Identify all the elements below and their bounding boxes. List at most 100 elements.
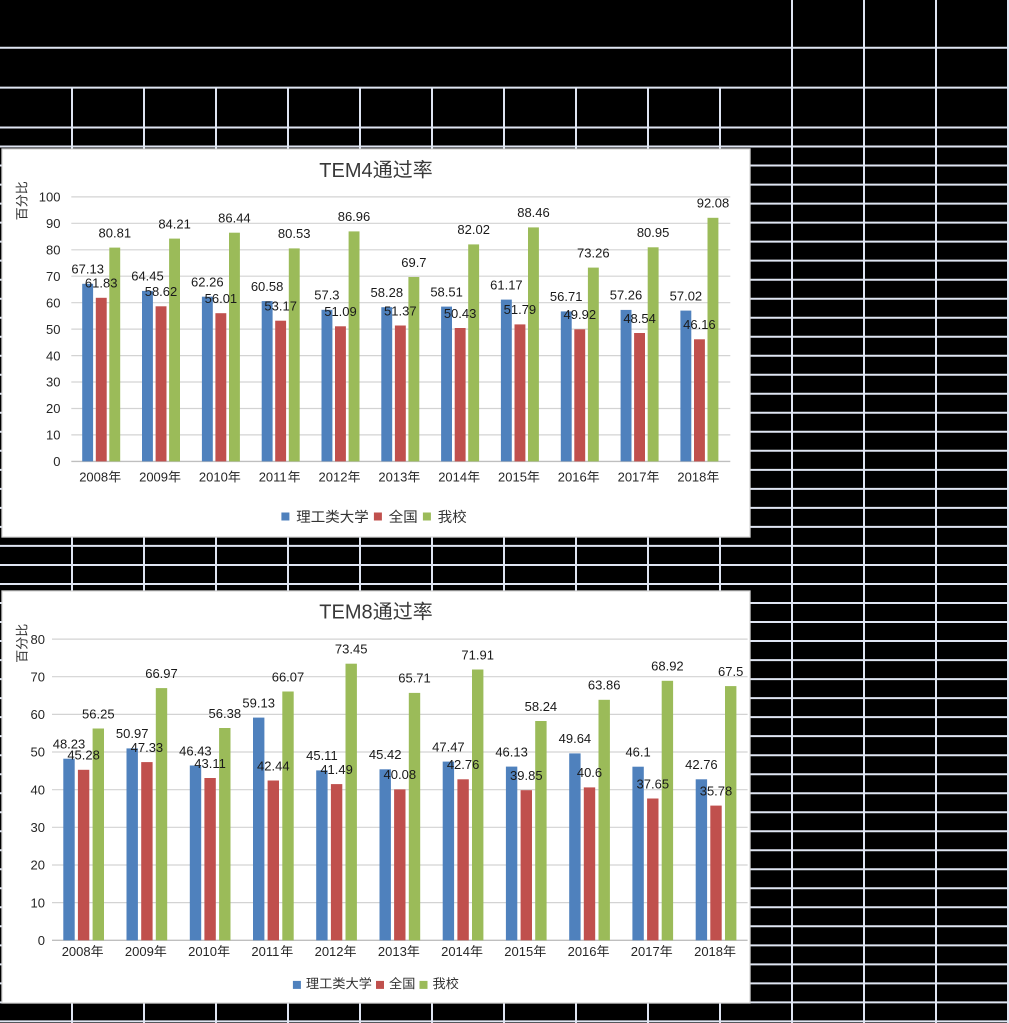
svg-text:2015: 2015 [504, 944, 533, 959]
svg-text:2011: 2011 [259, 470, 287, 485]
svg-text:2012: 2012 [315, 944, 344, 959]
svg-text:65.71: 65.71 [398, 671, 431, 686]
svg-text:42.76: 42.76 [685, 757, 718, 772]
svg-text:59.13: 59.13 [242, 695, 275, 710]
svg-text:80.81: 80.81 [99, 225, 132, 240]
svg-text:64.45: 64.45 [131, 269, 164, 284]
svg-text:47.33: 47.33 [131, 740, 164, 755]
svg-text:10: 10 [31, 895, 45, 910]
svg-text:37.65: 37.65 [637, 776, 670, 791]
svg-text:TEM8: TEM8 [319, 602, 372, 624]
svg-text:58.24: 58.24 [525, 699, 558, 714]
svg-text:61.83: 61.83 [85, 276, 118, 291]
svg-text:63.86: 63.86 [588, 678, 621, 693]
svg-text:46.13: 46.13 [495, 744, 528, 759]
svg-text:70: 70 [31, 669, 45, 684]
svg-text:67.5: 67.5 [718, 664, 743, 679]
svg-text:45.42: 45.42 [369, 747, 402, 762]
svg-text:58.51: 58.51 [430, 284, 463, 299]
svg-text:2016: 2016 [568, 944, 597, 959]
svg-text:56.71: 56.71 [550, 289, 583, 304]
svg-text:2014: 2014 [438, 470, 467, 485]
svg-text:56.25: 56.25 [82, 706, 115, 721]
svg-text:57.26: 57.26 [610, 288, 643, 303]
svg-text:100: 100 [39, 190, 61, 205]
svg-text:47.47: 47.47 [432, 739, 465, 754]
svg-text:57.02: 57.02 [670, 288, 703, 303]
svg-text:2016: 2016 [558, 470, 587, 485]
svg-text:57.3: 57.3 [314, 288, 339, 303]
svg-text:48.23: 48.23 [53, 737, 86, 752]
svg-text:71.91: 71.91 [461, 647, 494, 662]
svg-text:50.97: 50.97 [116, 726, 149, 741]
svg-text:50: 50 [46, 322, 60, 337]
svg-text:51.09: 51.09 [324, 304, 357, 319]
svg-text:30: 30 [46, 375, 60, 390]
svg-text:2014: 2014 [441, 944, 470, 959]
svg-text:68.92: 68.92 [651, 659, 684, 674]
svg-text:66.07: 66.07 [272, 669, 305, 684]
svg-text:2015: 2015 [498, 470, 527, 485]
svg-text:40.08: 40.08 [384, 767, 417, 782]
svg-text:46.1: 46.1 [625, 745, 650, 760]
svg-text:2008: 2008 [79, 470, 108, 485]
svg-text:90: 90 [46, 216, 60, 231]
svg-text:2010: 2010 [188, 944, 217, 959]
svg-text:84.21: 84.21 [158, 216, 191, 231]
svg-text:92.08: 92.08 [697, 196, 730, 211]
svg-text:2010: 2010 [199, 470, 228, 485]
svg-text:80.53: 80.53 [278, 226, 311, 241]
svg-text:30: 30 [31, 820, 45, 835]
svg-text:41.49: 41.49 [320, 762, 353, 777]
svg-text:69.7: 69.7 [401, 255, 426, 270]
svg-text:82.02: 82.02 [457, 222, 490, 237]
svg-text:60: 60 [31, 707, 45, 722]
svg-text:66.97: 66.97 [145, 666, 178, 681]
svg-text:2009: 2009 [125, 944, 154, 959]
svg-text:2012: 2012 [319, 470, 348, 485]
svg-text:42.44: 42.44 [257, 758, 290, 773]
svg-text:35.78: 35.78 [700, 783, 733, 798]
svg-text:62.26: 62.26 [191, 275, 224, 290]
svg-text:70: 70 [46, 269, 60, 284]
svg-text:46.16: 46.16 [683, 317, 716, 332]
svg-text:0: 0 [53, 454, 60, 469]
svg-text:2013: 2013 [378, 470, 407, 485]
svg-text:45.28: 45.28 [67, 748, 100, 763]
svg-text:53.17: 53.17 [264, 299, 297, 314]
svg-text:2018: 2018 [677, 470, 706, 485]
svg-text:56.01: 56.01 [205, 291, 238, 306]
svg-text:73.26: 73.26 [577, 245, 610, 260]
svg-text:49.64: 49.64 [559, 731, 592, 746]
svg-text:2013: 2013 [378, 944, 407, 959]
svg-text:80: 80 [31, 632, 45, 647]
svg-text:43.11: 43.11 [194, 756, 226, 771]
svg-text:2017: 2017 [618, 470, 647, 485]
svg-text:49.92: 49.92 [564, 307, 597, 322]
svg-text:50: 50 [31, 745, 45, 760]
svg-text:20: 20 [31, 858, 45, 873]
svg-text:50.43: 50.43 [444, 306, 477, 321]
svg-text:67.13: 67.13 [71, 262, 104, 277]
svg-text:58.62: 58.62 [145, 284, 178, 299]
svg-text:10: 10 [46, 428, 60, 443]
svg-text:42.76: 42.76 [447, 757, 480, 772]
svg-text:51.79: 51.79 [504, 302, 537, 317]
svg-text:48.54: 48.54 [623, 311, 656, 326]
svg-text:45.11: 45.11 [306, 748, 338, 763]
svg-text:40.6: 40.6 [577, 765, 602, 780]
svg-text:73.45: 73.45 [335, 642, 368, 657]
svg-text:61.17: 61.17 [490, 277, 523, 292]
svg-text:58.28: 58.28 [371, 285, 404, 300]
svg-text:60: 60 [46, 295, 60, 310]
svg-text:88.46: 88.46 [517, 205, 550, 220]
svg-text:20: 20 [46, 401, 60, 416]
svg-text:86.44: 86.44 [218, 211, 251, 226]
svg-text:51.37: 51.37 [384, 303, 417, 318]
svg-text:2018: 2018 [694, 944, 723, 959]
svg-text:40: 40 [46, 348, 60, 363]
svg-text:46.43: 46.43 [179, 743, 212, 758]
svg-text:2008: 2008 [62, 944, 91, 959]
svg-text:TEM4: TEM4 [319, 160, 372, 182]
svg-text:86.96: 86.96 [338, 209, 371, 224]
